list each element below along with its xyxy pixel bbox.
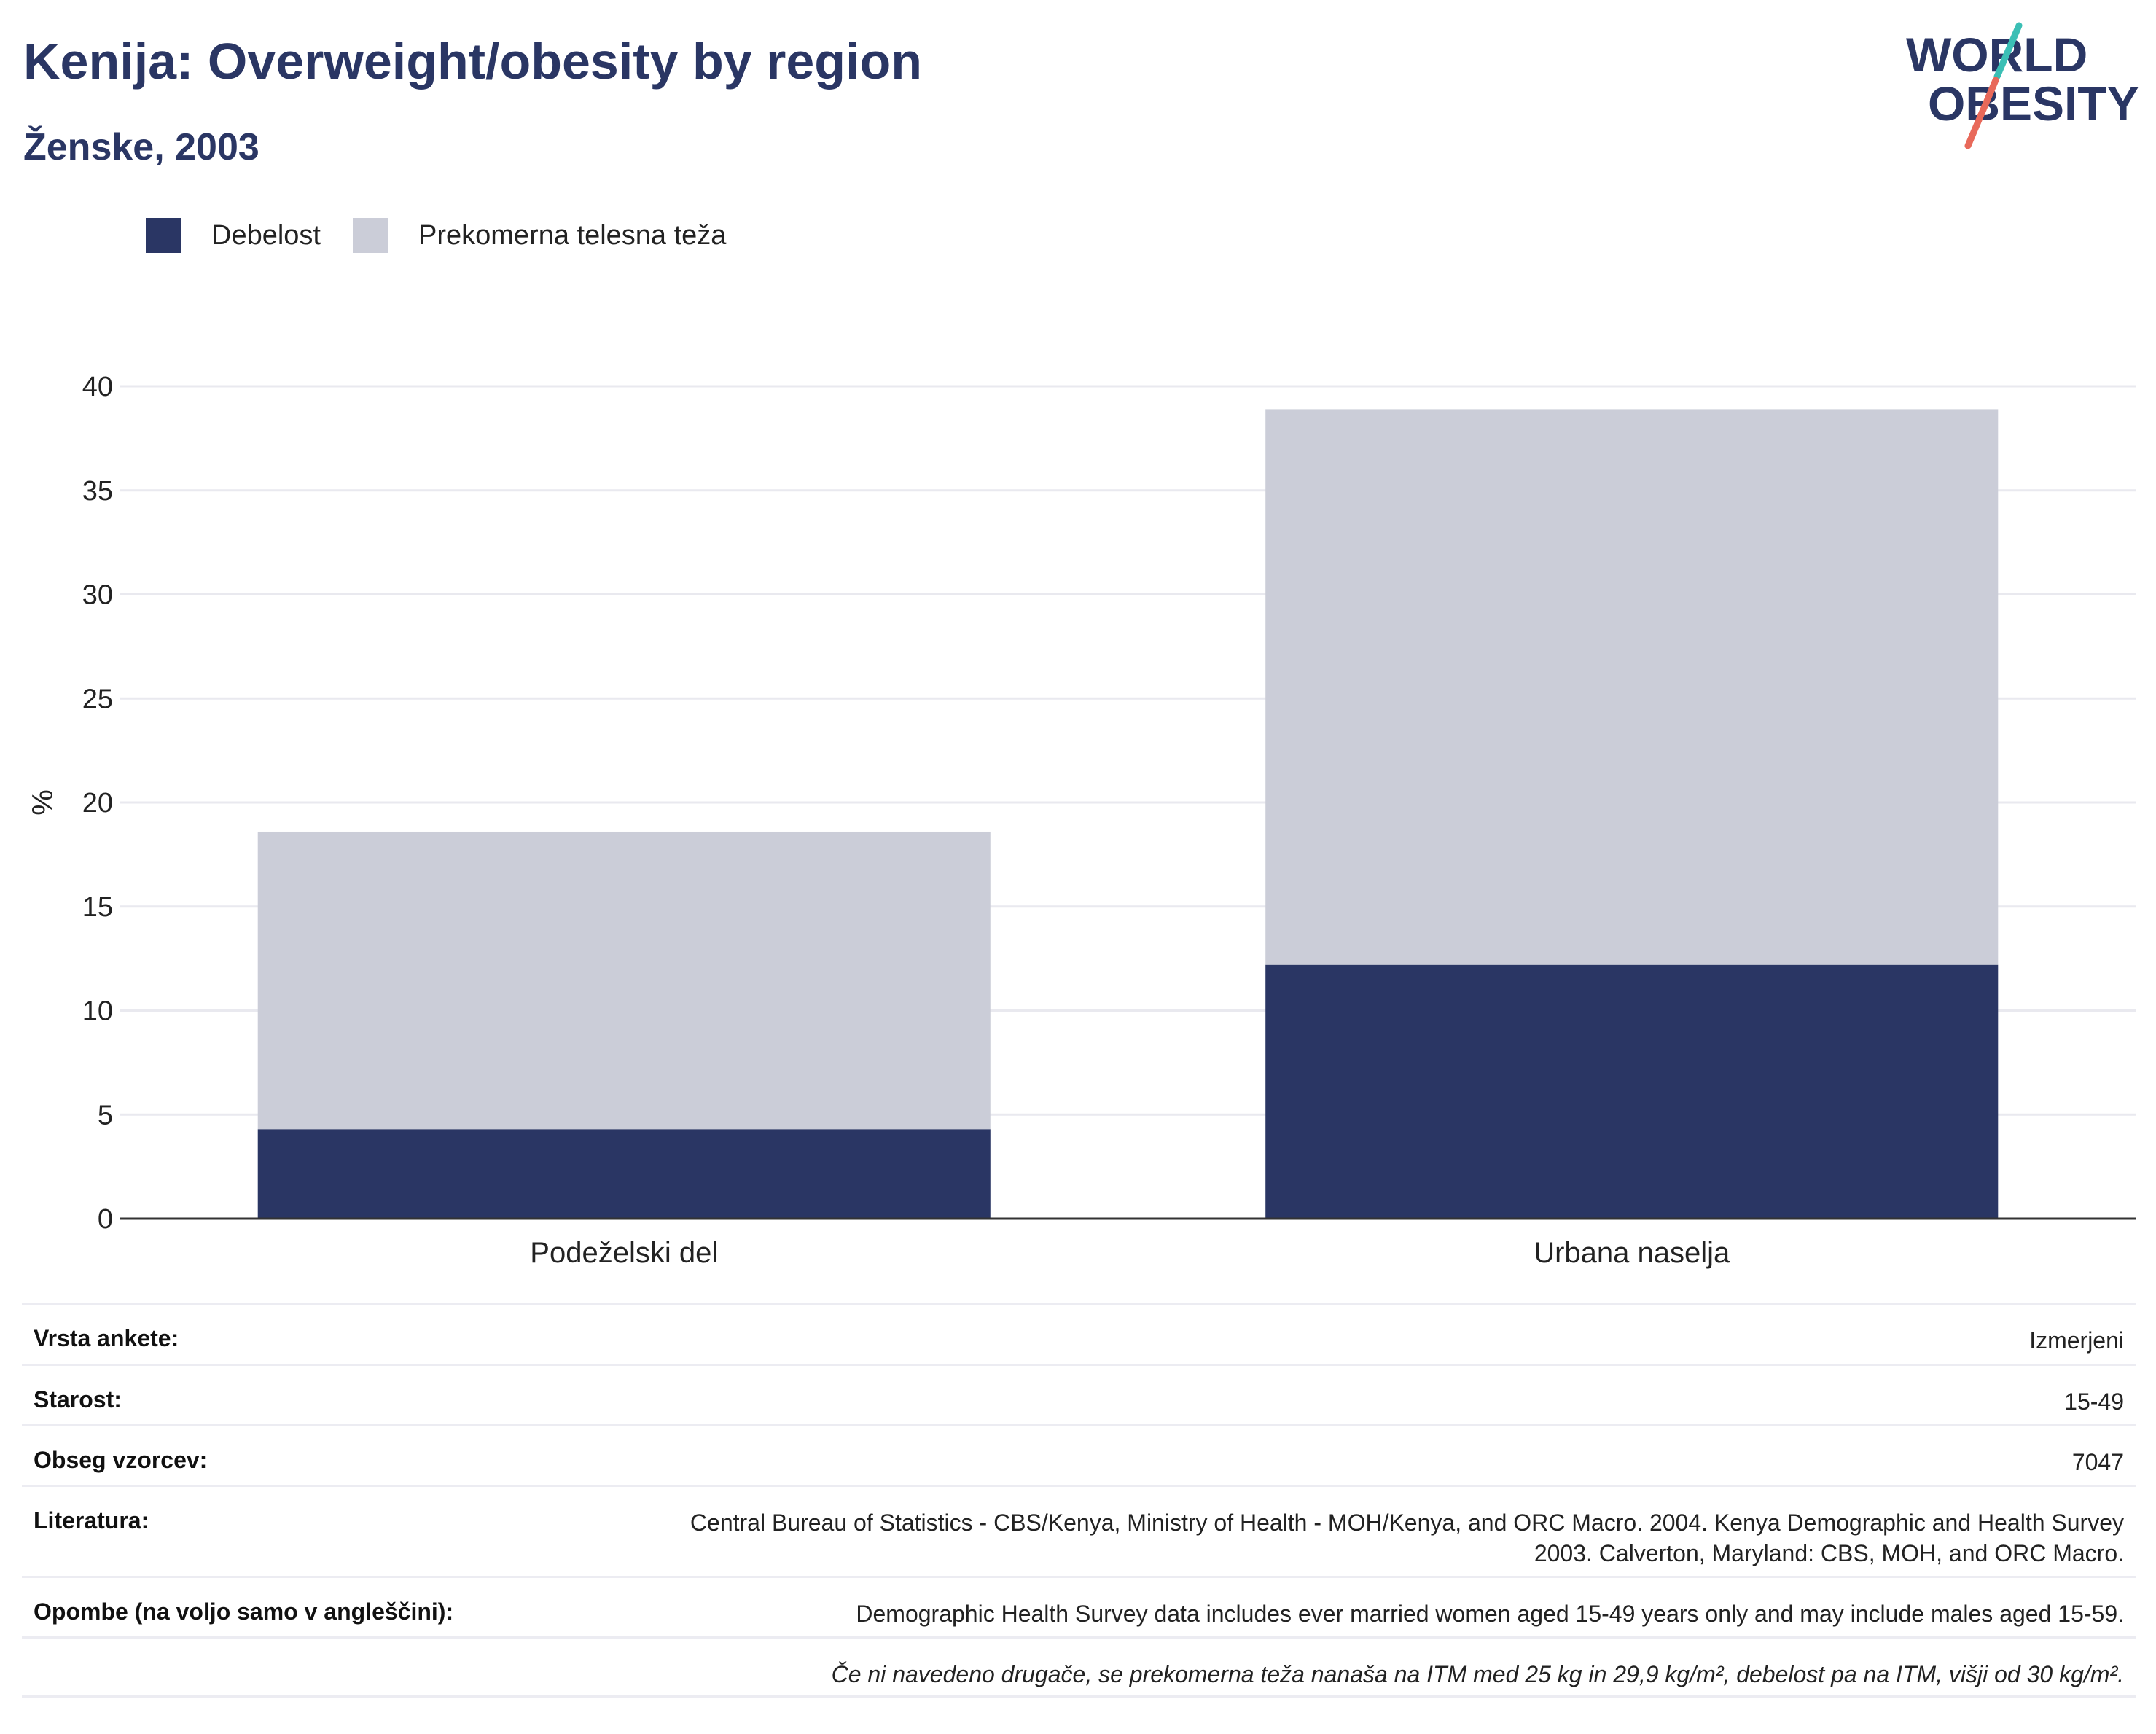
y-tick-label: 35	[82, 476, 113, 507]
legend-item-overweight[interactable]: Prekomerna telesna teža	[352, 218, 727, 253]
x-tick-label: Podeželski del	[530, 1237, 718, 1269]
x-tick-label: Urbana naselja	[1534, 1237, 1730, 1269]
logo-word-obesity: OBESITY	[1928, 77, 2139, 130]
info-footnote: Če ni navedeno drugače, se prekomerna te…	[831, 1661, 2124, 1687]
legend-swatch-overweight	[352, 218, 388, 253]
info-row-notes: Opombe (na voljo samo v angleščini): Dem…	[22, 1576, 2136, 1636]
info-row-survey-type: Vrsta ankete: Izmerjeni	[22, 1303, 2136, 1364]
y-tick-label: 20	[82, 788, 113, 819]
info-value-survey-type: Izmerjeni	[2029, 1327, 2124, 1354]
bar-overweight-2	[1265, 409, 1999, 965]
y-tick-label: 0	[98, 1204, 113, 1235]
info-row-reference: Literatura: Central Bureau of Statistics…	[22, 1485, 2136, 1576]
info-label-reference: Literatura:	[34, 1507, 149, 1534]
logo-slash-teal	[1993, 22, 2023, 80]
y-tick-label: 10	[82, 996, 113, 1027]
y-tick-label: 30	[82, 580, 113, 611]
stacked-bar-chart: 0 5 10 15 20 25 30 35 40% Podeželski del Urbana na…	[27, 372, 2136, 1269]
legend-item-obesity[interactable]: Debelost	[146, 218, 321, 253]
chart-subtitle: Ženske, 2003	[23, 126, 259, 168]
info-value-reference: Central Bureau of Statistics - CBS/Kenya…	[690, 1510, 2124, 1566]
bar-obesity-1	[257, 1129, 991, 1219]
y-tick-label: 25	[82, 684, 113, 714]
info-value-sample-size: 7047	[2071, 1449, 2124, 1475]
y-tick-label: 15	[82, 892, 113, 923]
legend-label-overweight: Prekomerna telesna teža	[418, 219, 727, 251]
legend-swatch-obesity	[146, 218, 181, 253]
chart-legend: Debelost Prekomerna telesna teža	[146, 217, 758, 254]
info-row-sample-size: Obseg vzorcev: 7047	[22, 1424, 2136, 1485]
bar-overweight-1	[257, 831, 991, 1130]
info-label-survey-type: Vrsta ankete:	[34, 1325, 179, 1351]
survey-info-table: Vrsta ankete: Izmerjeni Starost: 15-49 O…	[22, 1303, 2136, 1698]
y-tick-label: 40	[82, 372, 113, 402]
info-row-age: Starost: 15-49	[22, 1364, 2136, 1424]
chart-title: Kenija: Overweight/obesity by region	[23, 33, 923, 90]
info-row-footnote: Če ni navedeno drugače, se prekomerna te…	[22, 1636, 2136, 1698]
world-obesity-logo: WORLD OBESITY	[1906, 22, 2139, 149]
info-label-notes: Opombe (na voljo samo v angleščini):	[34, 1598, 454, 1625]
info-label-sample-size: Obseg vzorcev:	[34, 1447, 208, 1473]
logo-slash-red	[1964, 77, 1999, 149]
bar-obesity-2	[1265, 964, 1999, 1219]
info-value-age: 15-49	[2064, 1389, 2124, 1415]
legend-label-obesity: Debelost	[211, 219, 321, 251]
info-value-notes: Demographic Health Survey data includes …	[856, 1601, 2124, 1627]
y-tick-label: 5	[98, 1100, 113, 1130]
info-label-age: Starost:	[34, 1386, 122, 1413]
y-axis-label: %	[27, 789, 59, 816]
